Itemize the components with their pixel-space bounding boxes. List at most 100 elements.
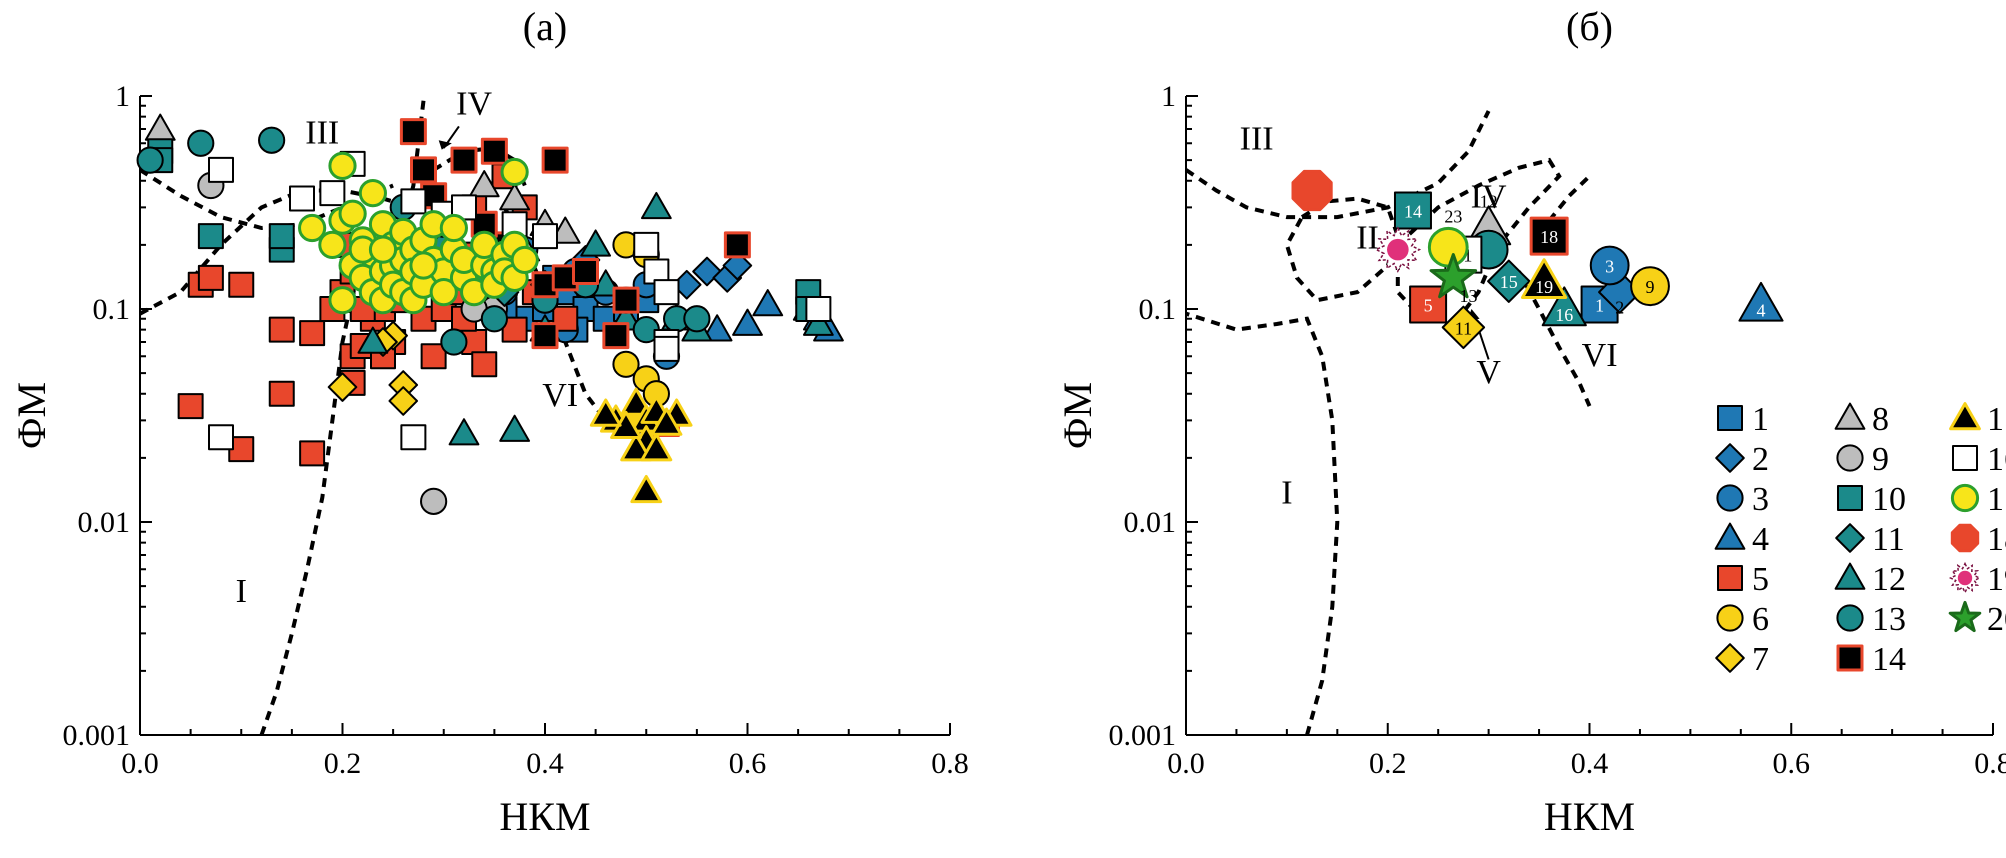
data-point	[1393, 191, 1432, 230]
boundary-curve	[138, 168, 394, 231]
x-tick-label: 0.6	[729, 747, 767, 780]
x-tick-label: 0.2	[324, 747, 362, 780]
legend-marker	[1834, 562, 1866, 590]
data-point	[580, 229, 612, 257]
legend-label: 1	[1752, 401, 1769, 438]
data-point	[633, 231, 660, 258]
data-point	[620, 387, 653, 416]
x-tick-label: 0.0	[121, 747, 159, 780]
data-point	[532, 223, 558, 250]
legend-label: 17	[1987, 481, 2006, 518]
data-point	[298, 213, 327, 243]
data-point	[1441, 305, 1486, 350]
data-point	[440, 328, 468, 356]
legend-label: 7	[1752, 641, 1769, 678]
legend-label: 8	[1872, 401, 1889, 438]
data-point	[258, 126, 286, 154]
data-point	[1589, 245, 1630, 286]
x-tick-label: 0.4	[526, 747, 564, 780]
legend-marker	[1948, 600, 1982, 633]
point-number: 16	[1555, 305, 1573, 325]
data-point	[612, 286, 640, 314]
data-point	[732, 308, 763, 336]
data-point	[589, 398, 622, 427]
annotation: 2	[1615, 298, 1624, 318]
arrow-head	[438, 140, 452, 150]
data-point	[1487, 259, 1531, 303]
region-label: VI	[1582, 337, 1618, 374]
legend-marker	[1952, 445, 1978, 471]
legend-label: 15	[1987, 401, 2006, 438]
data-point	[549, 216, 581, 244]
y-axis-title: ФМ	[1055, 382, 1100, 449]
data-point	[197, 223, 224, 250]
legend: 1234567891011121314151617181920	[1714, 401, 2006, 678]
legend-marker	[1717, 405, 1743, 431]
y-tick-label: 0.1	[93, 293, 131, 326]
legend-label: 11	[1872, 521, 1905, 558]
data-point	[510, 245, 539, 275]
region-label: IV	[456, 85, 492, 122]
boundary-curve	[1517, 270, 1592, 407]
legend-marker	[1836, 644, 1864, 672]
region-label: I	[1281, 475, 1292, 512]
data-point	[197, 264, 224, 291]
data-point	[388, 386, 419, 416]
data-point	[400, 188, 427, 215]
data-point-core	[1387, 238, 1409, 261]
data-point	[640, 433, 673, 462]
data-point	[499, 183, 531, 211]
data-point	[228, 271, 255, 298]
x-tick-label: 0.6	[1773, 747, 1811, 780]
y-tick-label: 0.001	[1109, 719, 1177, 752]
region-label: II	[1356, 220, 1379, 257]
legend-marker	[1715, 443, 1745, 473]
data-point	[208, 424, 234, 451]
data-point	[450, 146, 478, 174]
data-point	[187, 129, 215, 157]
data-point	[319, 180, 346, 207]
data-point	[429, 278, 458, 307]
x-axis-title: НКМ	[1544, 794, 1635, 839]
data-point	[318, 230, 347, 259]
boundary-curve	[1284, 196, 1400, 303]
legend-marker	[1836, 444, 1864, 472]
legend-marker	[1834, 402, 1866, 430]
data-point	[480, 137, 508, 165]
legend-label: 4	[1752, 521, 1769, 558]
data-point	[410, 156, 437, 184]
panel-label: (а)	[523, 4, 567, 49]
y-tick-label: 0.001	[63, 719, 131, 752]
data-point	[144, 113, 176, 141]
data-point	[268, 316, 295, 343]
legend-marker	[1950, 523, 1980, 553]
data-point	[701, 314, 733, 342]
x-tick-label: 0.2	[1369, 747, 1407, 780]
legend-label: 16	[1987, 441, 2006, 478]
data-point	[368, 235, 398, 264]
panel-label: (б)	[1566, 4, 1613, 49]
data-point	[400, 424, 427, 451]
legend-label: 9	[1872, 441, 1889, 478]
y-tick-label: 0.1	[1139, 293, 1177, 326]
legend-marker	[1835, 523, 1865, 553]
legend-label: 6	[1752, 601, 1769, 638]
region-label: I	[236, 573, 247, 610]
y-tick-label: 1	[115, 80, 130, 113]
annotation: 13	[1459, 286, 1477, 306]
point-number: 3	[1605, 257, 1614, 277]
data-point	[630, 474, 663, 504]
point-number: 1	[1595, 295, 1604, 315]
legend-label: 2	[1752, 441, 1769, 478]
point-number: 19	[1535, 277, 1553, 297]
data-point	[692, 256, 722, 287]
point-number: 15	[1500, 272, 1518, 292]
data-point	[1738, 281, 1784, 322]
data-point	[722, 250, 753, 281]
legend-marker	[1837, 485, 1863, 511]
x-tick-label: 0.0	[1167, 747, 1205, 780]
data-point	[420, 343, 447, 370]
legend-marker	[1717, 565, 1743, 591]
region-label: IV	[1471, 178, 1507, 215]
x-tick-label: 0.8	[1974, 747, 2006, 780]
